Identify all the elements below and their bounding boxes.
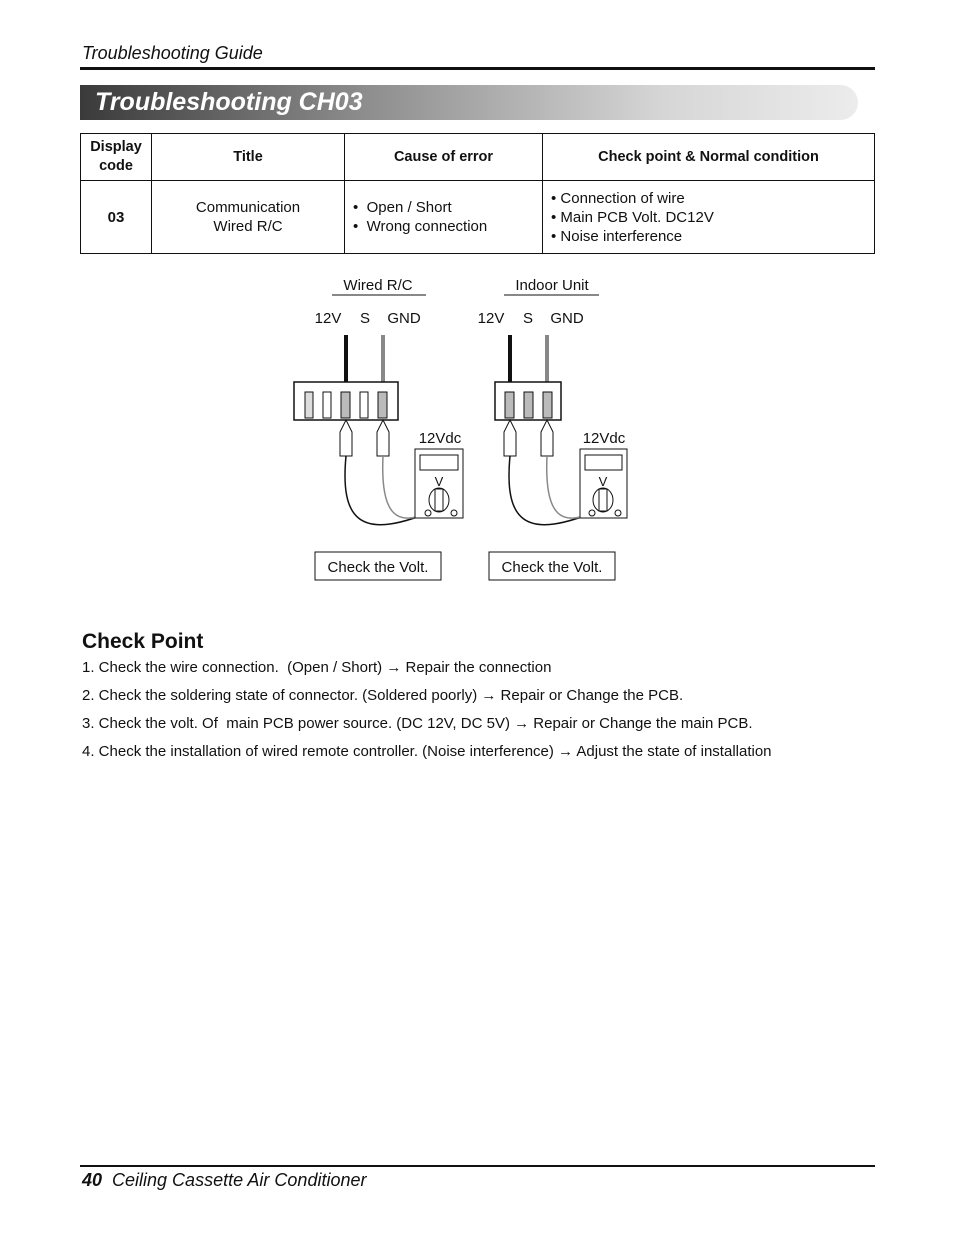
meter-symbol: V — [435, 474, 444, 489]
caption-box — [488, 551, 616, 581]
lead — [508, 455, 593, 526]
check-item: 2. Check the soldering state of connecto… — [82, 687, 684, 704]
slot — [304, 391, 314, 419]
cell-line: Wired R/C — [213, 218, 283, 235]
cell: Communication Wired R/C — [151, 180, 345, 254]
header-line: code — [99, 158, 133, 174]
cell-line: • Connection of wire — [551, 189, 685, 207]
unit-label: Wired R/C — [343, 277, 412, 294]
cell: • Connection of wire • Main PCB Volt. DC1… — [542, 180, 875, 254]
footer-text: Ceiling Cassette Air Conditioner — [112, 1170, 367, 1190]
cell-line: • Wrong connection — [353, 218, 488, 235]
text: Main PCB Volt. DC12V — [560, 208, 714, 226]
caption: Check the Volt. — [502, 559, 603, 576]
caption: Check the Volt. — [328, 559, 429, 576]
meter-label: 12Vdc — [583, 430, 626, 447]
probe — [376, 418, 390, 457]
pin-label: GND — [387, 310, 421, 327]
slot — [340, 391, 351, 419]
text: Connection of wire — [560, 189, 685, 207]
cell: • Open / Short • Wrong connection — [344, 180, 543, 254]
dial-knob — [598, 488, 608, 512]
column-header: Check point & Normal condition — [542, 133, 875, 181]
dial-knob — [434, 488, 444, 512]
cell-line: • Main PCB Volt. DC12V — [551, 208, 714, 226]
slot — [359, 391, 369, 419]
cell-line: • Open / Short — [353, 199, 452, 216]
check-item: 3. Check the volt. Of main PCB power sou… — [82, 715, 753, 732]
page-number: 40 — [82, 1170, 103, 1190]
pin-label: 12V — [315, 310, 342, 327]
page-title: Troubleshooting CH03 — [95, 88, 363, 116]
pin-label: 12V — [478, 310, 505, 327]
footer: 40 Ceiling Cassette Air Conditioner — [82, 1170, 366, 1191]
text: Wrong connection — [366, 218, 488, 235]
header-rule — [80, 67, 875, 70]
error-table: Display code Title Cause of error Check p… — [80, 133, 875, 254]
header-line: Display — [90, 139, 142, 155]
section-heading: Check Point — [82, 630, 204, 653]
probe — [503, 418, 517, 457]
terminal — [614, 509, 622, 517]
lead — [344, 455, 429, 526]
pin-label: GND — [550, 310, 584, 327]
check-item: 1. Check the wire connection. (Open / Sh… — [82, 659, 552, 676]
check-item: 4. Check the installation of wired remot… — [82, 743, 772, 760]
column-header: Cause of error — [344, 133, 543, 181]
text: Noise interference — [560, 227, 683, 245]
slot — [523, 391, 534, 419]
probe — [540, 418, 554, 457]
cell-line: Communication — [195, 199, 301, 216]
text: Open / Short — [366, 199, 452, 216]
unit-label: Indoor Unit — [515, 277, 589, 294]
meter-symbol: V — [599, 474, 608, 489]
probe — [339, 418, 353, 457]
slot — [504, 391, 515, 419]
footer-rule — [80, 1165, 875, 1167]
meter-label: 12Vdc — [419, 430, 462, 447]
cell-line: • Noise interference — [551, 227, 683, 245]
caption-box — [314, 551, 442, 581]
meter-display — [419, 454, 459, 471]
meter-display — [584, 454, 623, 471]
slot — [322, 391, 332, 419]
terminal — [588, 509, 596, 517]
terminal — [450, 509, 458, 517]
terminal — [424, 509, 432, 517]
slot — [377, 391, 388, 419]
pin-label: S — [360, 310, 370, 327]
slot — [542, 391, 553, 419]
title-bar: Troubleshooting CH03 — [80, 85, 858, 120]
pin-label: S — [523, 310, 533, 327]
section-title: Troubleshooting Guide — [82, 43, 263, 63]
